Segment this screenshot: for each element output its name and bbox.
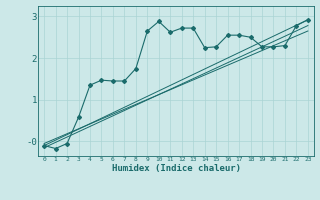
X-axis label: Humidex (Indice chaleur): Humidex (Indice chaleur) <box>111 164 241 173</box>
